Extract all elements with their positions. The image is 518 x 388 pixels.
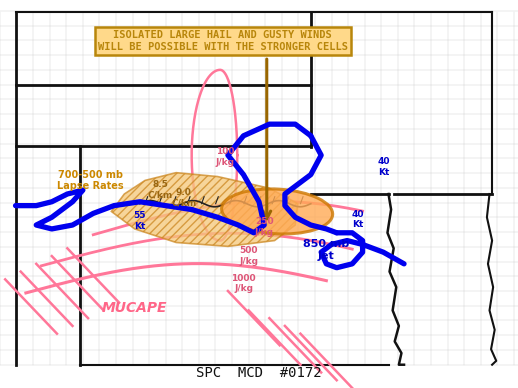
Text: 100
J/kg: 100 J/kg [216, 147, 235, 167]
Text: 500
J/kg: 500 J/kg [239, 246, 258, 266]
Text: MUCAPE: MUCAPE [102, 301, 167, 315]
Text: 40
Kt: 40 Kt [377, 157, 390, 177]
Text: 9.0
C/km: 9.0 C/km [171, 188, 196, 208]
Text: SPC  MCD  #0172: SPC MCD #0172 [196, 366, 322, 380]
Text: 850 mb
Jet: 850 mb Jet [303, 239, 350, 261]
Text: 250
J/kg: 250 J/kg [255, 217, 274, 237]
Text: 1000
J/kg: 1000 J/kg [231, 274, 256, 293]
Polygon shape [111, 173, 298, 246]
Text: 40
Kt: 40 Kt [351, 210, 364, 229]
Text: 8.5
C/km: 8.5 C/km [148, 180, 173, 200]
Text: 700-500 mb
Lapse Rates: 700-500 mb Lapse Rates [57, 170, 124, 191]
Text: ISOLATED LARGE HAIL AND GUSTY WINDS
WILL BE POSSIBLE WITH THE STRONGER CELLS: ISOLATED LARGE HAIL AND GUSTY WINDS WILL… [98, 30, 348, 52]
Ellipse shape [222, 189, 333, 234]
Text: 55
Kt: 55 Kt [134, 211, 146, 231]
